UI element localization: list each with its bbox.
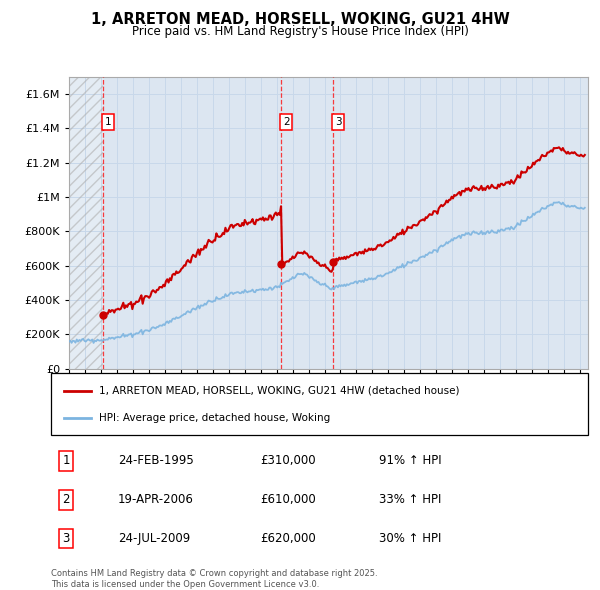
FancyBboxPatch shape: [51, 373, 588, 435]
Text: 1, ARRETON MEAD, HORSELL, WOKING, GU21 4HW (detached house): 1, ARRETON MEAD, HORSELL, WOKING, GU21 4…: [100, 386, 460, 396]
Bar: [69, 77, 103, 369]
Text: £610,000: £610,000: [260, 493, 316, 506]
Text: 19-APR-2006: 19-APR-2006: [118, 493, 194, 506]
Text: £310,000: £310,000: [260, 454, 316, 467]
Text: 24-FEB-1995: 24-FEB-1995: [118, 454, 194, 467]
Text: 24-JUL-2009: 24-JUL-2009: [118, 532, 190, 545]
Text: 2: 2: [283, 117, 290, 127]
Text: £620,000: £620,000: [260, 532, 316, 545]
Text: 3: 3: [62, 532, 70, 545]
Bar: [69, 77, 103, 369]
Text: 1, ARRETON MEAD, HORSELL, WOKING, GU21 4HW: 1, ARRETON MEAD, HORSELL, WOKING, GU21 4…: [91, 12, 509, 27]
Text: 2: 2: [62, 493, 70, 506]
Text: 1: 1: [62, 454, 70, 467]
Text: 33% ↑ HPI: 33% ↑ HPI: [379, 493, 441, 506]
Text: 3: 3: [335, 117, 341, 127]
Text: Contains HM Land Registry data © Crown copyright and database right 2025.
This d: Contains HM Land Registry data © Crown c…: [51, 569, 377, 589]
Text: 1: 1: [104, 117, 111, 127]
Text: HPI: Average price, detached house, Woking: HPI: Average price, detached house, Woki…: [100, 413, 331, 423]
Text: 30% ↑ HPI: 30% ↑ HPI: [379, 532, 441, 545]
Text: Price paid vs. HM Land Registry's House Price Index (HPI): Price paid vs. HM Land Registry's House …: [131, 25, 469, 38]
Text: 91% ↑ HPI: 91% ↑ HPI: [379, 454, 441, 467]
